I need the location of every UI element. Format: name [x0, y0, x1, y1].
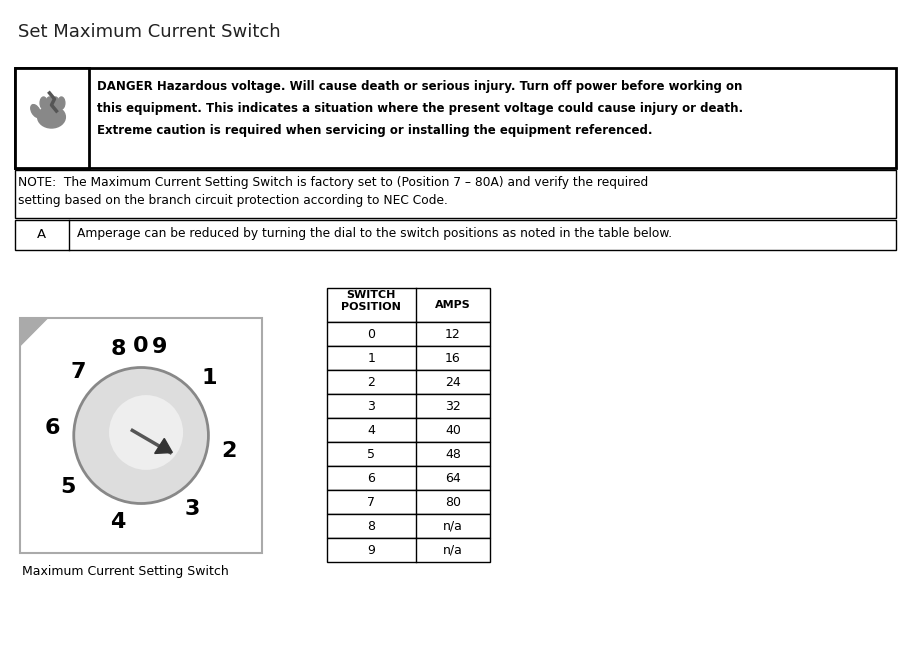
Text: 48: 48: [445, 447, 460, 461]
Bar: [20, 318, 262, 553]
Text: 24: 24: [445, 376, 460, 388]
Bar: [326, 418, 490, 442]
Text: 2: 2: [367, 376, 375, 388]
Text: 6: 6: [367, 472, 375, 484]
Text: 2: 2: [221, 441, 236, 461]
Text: 64: 64: [445, 472, 460, 484]
Text: 3: 3: [185, 499, 199, 519]
Text: 1: 1: [201, 368, 217, 388]
Text: 9: 9: [152, 338, 167, 357]
Text: Extreme caution is required when servicing or installing the equipment reference: Extreme caution is required when servici…: [96, 124, 652, 137]
Circle shape: [108, 395, 183, 470]
Text: 32: 32: [445, 399, 460, 413]
Text: 12: 12: [445, 328, 460, 340]
Bar: [326, 394, 490, 418]
Text: 8: 8: [367, 520, 375, 532]
Text: n/a: n/a: [443, 520, 462, 532]
Text: 6: 6: [44, 418, 60, 438]
Text: this equipment. This indicates a situation where the present voltage could cause: this equipment. This indicates a situati…: [96, 102, 743, 115]
Bar: [15, 170, 895, 218]
Bar: [326, 322, 490, 346]
Text: SWITCH
POSITION: SWITCH POSITION: [341, 290, 401, 313]
Text: Maximum Current Setting Switch: Maximum Current Setting Switch: [22, 565, 228, 578]
Bar: [326, 538, 490, 562]
Ellipse shape: [46, 97, 53, 109]
Ellipse shape: [30, 105, 40, 117]
Text: 8: 8: [110, 339, 126, 359]
Text: 3: 3: [367, 399, 375, 413]
Polygon shape: [20, 318, 48, 346]
Bar: [15, 68, 895, 168]
Text: n/a: n/a: [443, 544, 462, 557]
Text: 40: 40: [445, 424, 460, 436]
Text: 0: 0: [133, 336, 149, 355]
Bar: [15, 68, 89, 168]
Text: 5: 5: [61, 477, 75, 497]
Text: 16: 16: [445, 351, 460, 365]
Bar: [326, 490, 490, 514]
Text: 80: 80: [445, 495, 460, 509]
Circle shape: [74, 368, 209, 503]
Ellipse shape: [38, 106, 65, 128]
Bar: [326, 466, 490, 490]
Text: 7: 7: [70, 362, 85, 382]
Ellipse shape: [52, 97, 59, 109]
Text: 4: 4: [110, 513, 126, 532]
Bar: [326, 442, 490, 466]
Text: 0: 0: [367, 328, 375, 340]
Text: 9: 9: [367, 544, 375, 557]
Text: Amperage can be reduced by turning the dial to the switch positions as noted in : Amperage can be reduced by turning the d…: [77, 228, 672, 241]
Text: NOTE:  The Maximum Current Setting Switch is factory set to (Position 7 – 80A) a: NOTE: The Maximum Current Setting Switch…: [17, 176, 647, 207]
Text: AMPS: AMPS: [435, 300, 471, 310]
Polygon shape: [154, 438, 172, 453]
Text: A: A: [37, 228, 46, 241]
Text: 5: 5: [367, 447, 375, 461]
Bar: [326, 346, 490, 370]
Text: Set Maximum Current Switch: Set Maximum Current Switch: [17, 23, 280, 41]
Bar: [326, 288, 490, 322]
Text: DANGER Hazardous voltage. Will cause death or serious injury. Turn off power bef: DANGER Hazardous voltage. Will cause dea…: [96, 80, 742, 93]
Ellipse shape: [58, 97, 64, 109]
Bar: [326, 514, 490, 538]
Text: 1: 1: [367, 351, 375, 365]
Ellipse shape: [40, 97, 47, 109]
Text: 7: 7: [367, 495, 375, 509]
Text: 4: 4: [367, 424, 375, 436]
Bar: [326, 370, 490, 394]
Bar: [15, 220, 895, 250]
